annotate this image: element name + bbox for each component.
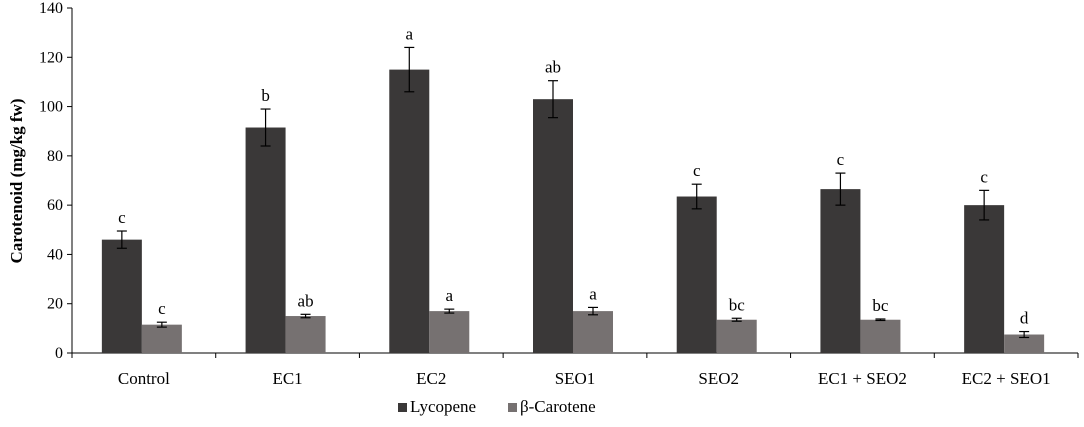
significance-label: c (118, 208, 126, 227)
y-tick-label: 20 (47, 296, 63, 313)
significance-label: c (693, 161, 701, 180)
significance-label: bc (729, 295, 746, 314)
y-tick-label: 0 (55, 345, 63, 362)
significance-label: c (837, 150, 845, 169)
significance-label: a (589, 284, 597, 303)
significance-label: d (1020, 309, 1029, 328)
legend: Lycopene β-Carotene (398, 397, 596, 416)
bar-lycopene (676, 196, 717, 353)
x-category-label: EC1 (272, 369, 302, 388)
y-tick-label: 140 (39, 0, 63, 17)
bar-lycopene (245, 127, 286, 354)
bar-beta-carotene (860, 319, 901, 353)
x-category-label: Control (118, 369, 170, 388)
legend-swatch (398, 403, 407, 412)
y-tick-label: 120 (39, 49, 63, 66)
significance-label: a (446, 286, 454, 305)
significance-label: a (406, 24, 414, 43)
bar-beta-carotene (141, 324, 182, 353)
x-category-label: EC1 + SEO2 (818, 369, 907, 388)
x-category-label: EC2 + SEO1 (962, 369, 1051, 388)
bar-lycopene (101, 239, 142, 353)
bar-lycopene (820, 189, 861, 353)
bar-beta-carotene (1004, 334, 1045, 353)
significance-label: b (261, 86, 270, 105)
x-category-label: SEO2 (698, 369, 739, 388)
y-axis-title: Carotenoid (mg/kg fw) (7, 99, 26, 264)
bar-lycopene (389, 69, 430, 353)
legend-label: Lycopene (410, 397, 476, 416)
legend-label: β-Carotene (520, 397, 596, 416)
bar-beta-carotene (716, 319, 757, 353)
x-category-labels: Control EC1 EC2 SEO1 SEO2 EC1 + SEO2 EC2 + SEO… (118, 369, 1051, 388)
error-bars (116, 46, 1030, 339)
y-tick-label: 60 (47, 197, 63, 214)
bar-lycopene (964, 205, 1005, 353)
bar-beta-carotene (285, 316, 326, 353)
significance-label: ab (545, 58, 561, 77)
legend-swatch (508, 403, 517, 412)
significance-label: ab (298, 291, 314, 310)
significance-label: c (158, 299, 166, 318)
significance-label: bc (872, 296, 889, 315)
y-tick-label: 100 (39, 99, 63, 116)
x-category-label: SEO1 (555, 369, 596, 388)
y-tick-label: 80 (47, 148, 63, 165)
bars (101, 69, 1045, 354)
bar-beta-carotene (429, 311, 470, 353)
bar-beta-carotene (573, 311, 613, 353)
significance-labels: c c b ab a a ab a c bc c bc c d (118, 24, 1029, 327)
y-tick-label: 40 (47, 246, 63, 263)
bar-lycopene (533, 99, 573, 353)
x-category-label: EC2 (416, 369, 446, 388)
y-tick-labels: 0 20 40 60 80 100 120 140 (39, 0, 63, 362)
significance-label: c (980, 167, 988, 186)
